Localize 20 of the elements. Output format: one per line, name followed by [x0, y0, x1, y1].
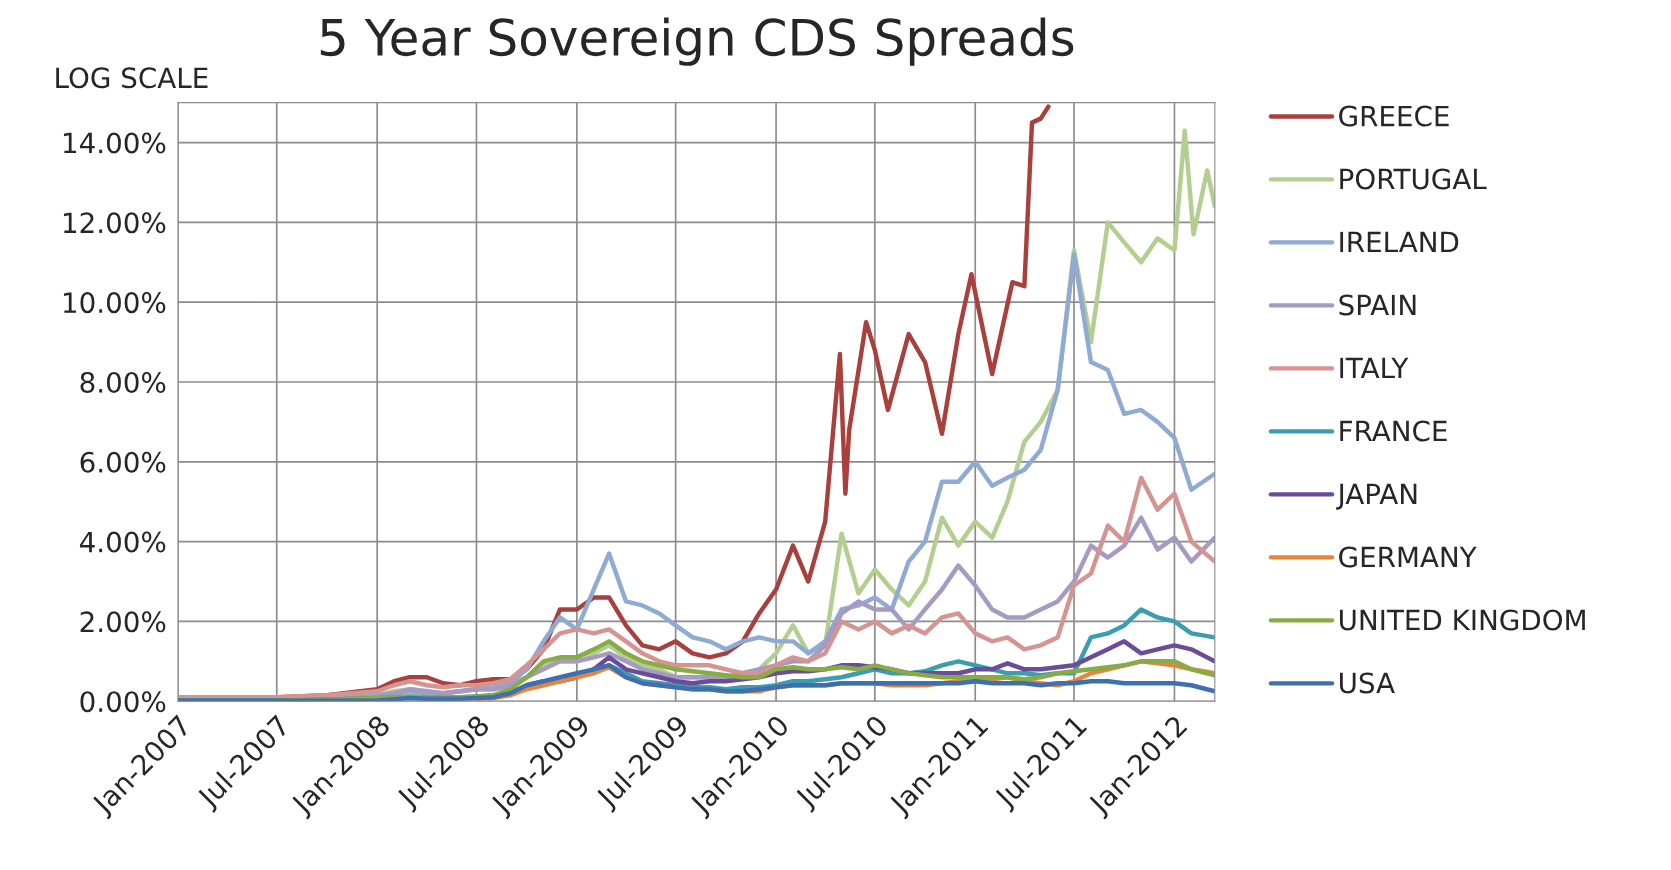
y-tick-label: 8.00% — [80, 371, 166, 393]
y-tick-label: 0.00% — [80, 691, 166, 713]
y-tick-label: 12.00% — [63, 212, 166, 234]
legend-label: GREECE — [1339, 105, 1449, 127]
y-tick-label: 2.00% — [80, 611, 166, 633]
legend-label: IRELAND — [1340, 231, 1459, 253]
y-tick-label: 10.00% — [63, 292, 166, 314]
y-tick-label: 4.00% — [79, 531, 166, 553]
legend-label: JAPAN — [1336, 483, 1417, 510]
legend-label: ITALY — [1340, 357, 1409, 379]
legend-label: UNITED KINGDOM — [1340, 609, 1585, 631]
legend-label: PORTUGAL — [1340, 168, 1487, 190]
y-tick-label: 6.00% — [80, 451, 166, 473]
legend-label: SPAIN — [1339, 294, 1416, 316]
legend-label: FRANCE — [1340, 420, 1447, 442]
chart-title: 5 Year Sovereign CDS Spreads — [320, 17, 1074, 66]
y-tick-label: 14.00% — [63, 132, 166, 154]
text: LOG SCALE — [56, 67, 208, 89]
legend-label: GERMANY — [1339, 546, 1477, 568]
legend-label: USA — [1340, 672, 1395, 694]
